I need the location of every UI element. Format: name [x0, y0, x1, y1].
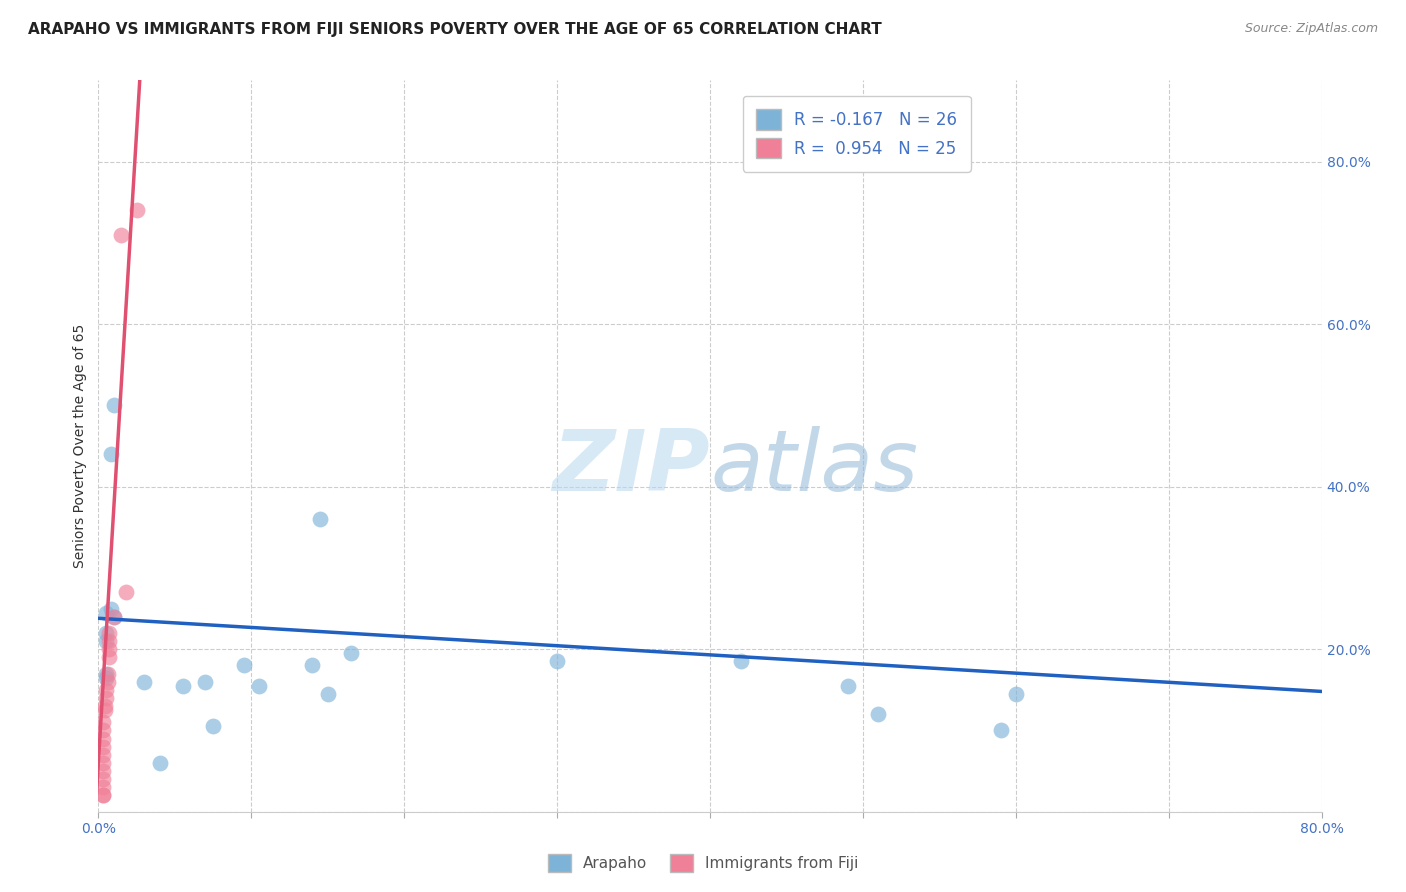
- Point: [232, 658, 254, 673]
- Point: [91, 723, 114, 738]
- Point: [202, 719, 225, 733]
- Point: [94, 606, 117, 620]
- Point: [125, 203, 148, 218]
- Point: [100, 447, 122, 461]
- Point: [91, 739, 114, 754]
- Point: [91, 731, 114, 746]
- Point: [546, 654, 568, 668]
- Point: [316, 687, 339, 701]
- Point: [103, 398, 125, 412]
- Point: [309, 512, 332, 526]
- Point: [172, 679, 194, 693]
- Point: [149, 756, 172, 770]
- Point: [98, 642, 121, 657]
- Point: [115, 585, 138, 599]
- Point: [94, 671, 117, 685]
- Y-axis label: Seniors Poverty Over the Age of 65: Seniors Poverty Over the Age of 65: [73, 324, 87, 568]
- Text: ARAPAHO VS IMMIGRANTS FROM FIJI SENIORS POVERTY OVER THE AGE OF 65 CORRELATION C: ARAPAHO VS IMMIGRANTS FROM FIJI SENIORS …: [28, 22, 882, 37]
- Text: Source: ZipAtlas.com: Source: ZipAtlas.com: [1244, 22, 1378, 36]
- Point: [103, 609, 125, 624]
- Point: [730, 654, 752, 668]
- Point: [247, 679, 270, 693]
- Point: [91, 747, 114, 762]
- Point: [1004, 687, 1026, 701]
- Point: [94, 666, 117, 681]
- Point: [97, 666, 120, 681]
- Point: [94, 634, 117, 648]
- Point: [339, 646, 361, 660]
- Point: [91, 780, 114, 795]
- Point: [91, 764, 114, 778]
- Legend: R = -0.167   N = 26, R =  0.954   N = 25: R = -0.167 N = 26, R = 0.954 N = 25: [742, 96, 970, 171]
- Point: [868, 707, 890, 722]
- Point: [97, 674, 120, 689]
- Point: [91, 789, 114, 803]
- Point: [98, 634, 121, 648]
- Point: [91, 756, 114, 770]
- Point: [134, 674, 156, 689]
- Point: [103, 609, 125, 624]
- Point: [93, 699, 115, 714]
- Point: [194, 674, 217, 689]
- Point: [91, 772, 114, 787]
- Point: [990, 723, 1012, 738]
- Point: [94, 626, 117, 640]
- Point: [94, 690, 117, 705]
- Legend: Arapaho, Immigrants from Fiji: Arapaho, Immigrants from Fiji: [540, 846, 866, 880]
- Point: [837, 679, 859, 693]
- Point: [100, 601, 122, 615]
- Point: [94, 682, 117, 697]
- Point: [93, 703, 115, 717]
- Point: [91, 789, 114, 803]
- Point: [98, 626, 121, 640]
- Point: [301, 658, 323, 673]
- Point: [91, 715, 114, 730]
- Point: [110, 227, 132, 242]
- Point: [98, 650, 121, 665]
- Text: atlas: atlas: [710, 426, 918, 509]
- Text: ZIP: ZIP: [553, 426, 710, 509]
